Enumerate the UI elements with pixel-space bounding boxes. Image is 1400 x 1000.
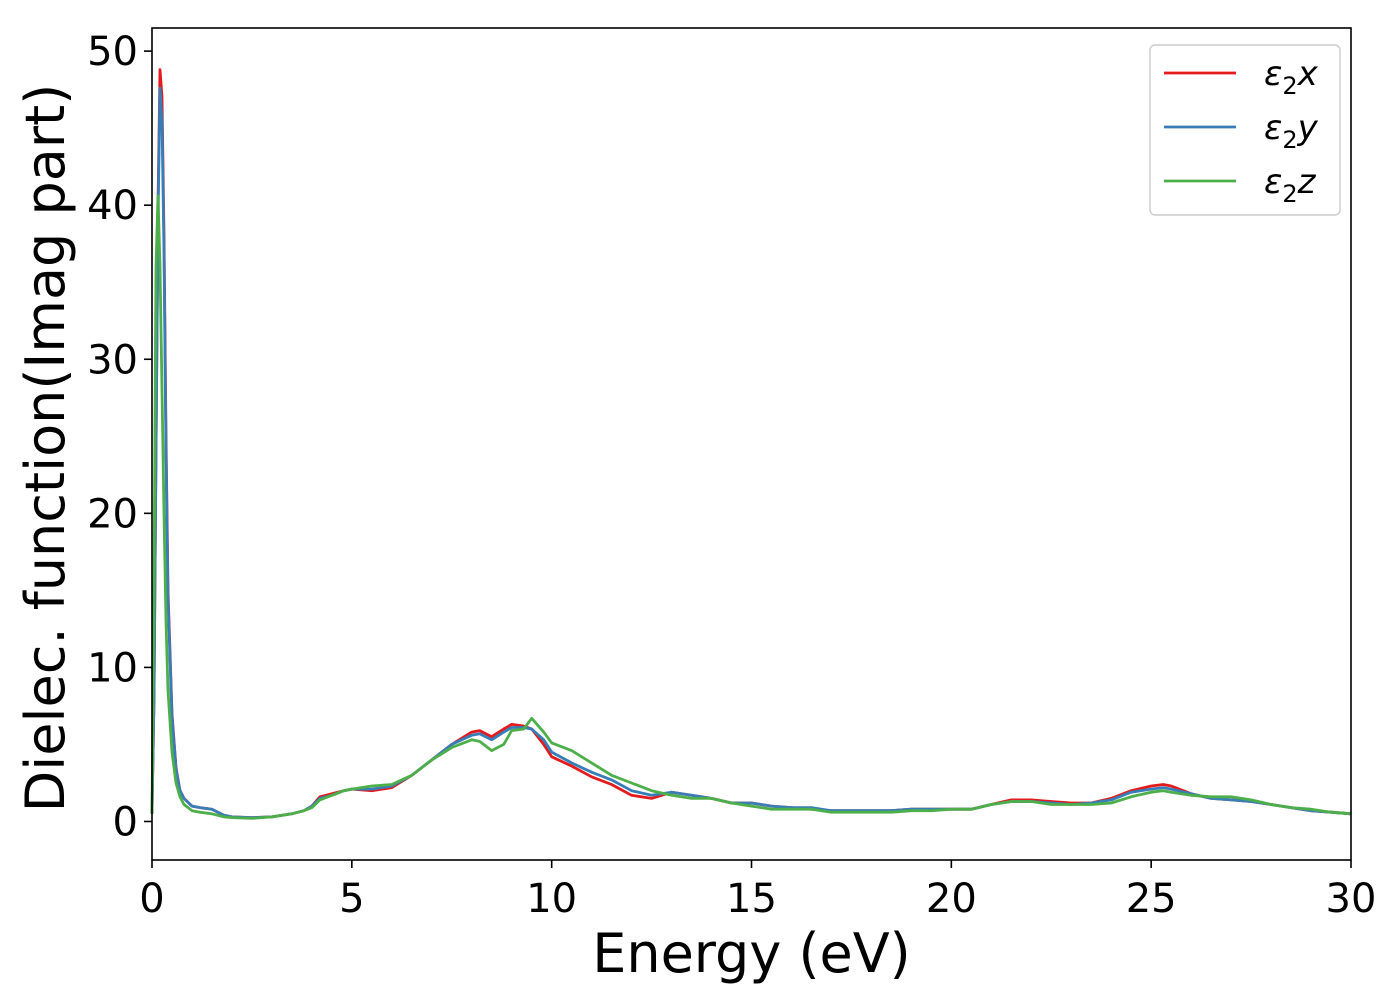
x-tick-label: 0 [139,876,164,922]
x-tick-label: 15 [726,876,777,922]
y-tick-label: 20 [87,491,138,537]
legend: ε2x ε2y ε2z [1149,44,1341,216]
y-tick-label: 50 [87,29,138,75]
y-axis-label: Dielec. function(Imag part) [14,84,77,813]
series-layer [150,68,1352,820]
x-tick-label: 5 [339,876,364,922]
series-line-y [150,86,1352,819]
legend-box [1149,44,1341,216]
x-tick-label: 20 [926,876,977,922]
legend-entry-z: ε2z [1264,162,1317,208]
x-tick-label: 30 [1326,876,1377,922]
axes-layer: 0 5 10 15 20 25 30 0 10 20 30 40 50 [87,27,1377,922]
legend-entry-x: ε2x [1264,54,1319,100]
y-tick-label: 10 [87,645,138,691]
y-tick-label: 0 [113,799,138,845]
y-tick-label: 40 [87,183,138,229]
x-tick-label: 10 [526,876,577,922]
x-axis-label: Energy (eV) [592,922,911,985]
y-tick-label: 30 [87,337,138,383]
legend-entry-y: ε2y [1264,108,1319,154]
x-tick-label: 25 [1126,876,1177,922]
series-line-z [150,194,1352,820]
